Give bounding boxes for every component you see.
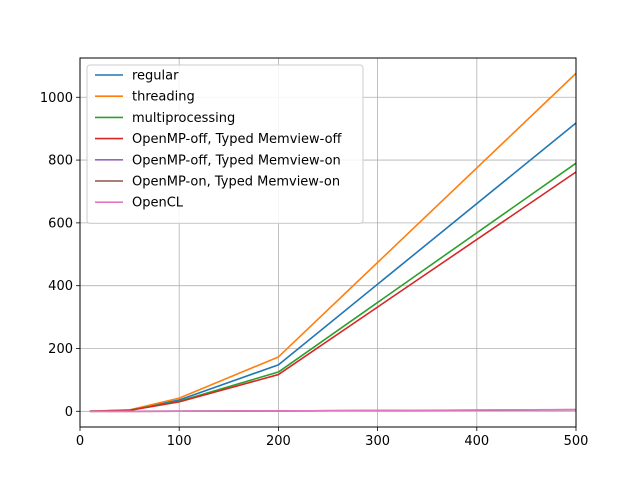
y-tick-label: 0 bbox=[65, 405, 73, 420]
series-lines bbox=[89, 72, 577, 413]
y-tick-label: 400 bbox=[48, 279, 73, 294]
legend-label: OpenCL bbox=[132, 196, 184, 211]
series-line-opencl bbox=[89, 408, 577, 413]
legend-label: OpenMP-off, Typed Memview-off bbox=[132, 132, 343, 147]
legend-label: threading bbox=[132, 90, 195, 105]
x-tick-label: 500 bbox=[564, 434, 589, 449]
legend-box bbox=[86, 64, 364, 224]
y-tick-label: 1000 bbox=[40, 91, 73, 106]
plot-frame bbox=[79, 57, 577, 428]
legend-label: OpenMP-on, Typed Memview-on bbox=[132, 175, 340, 190]
legend-label: regular bbox=[132, 69, 179, 84]
legend: regular threading multiprocessing OpenMP-of… bbox=[86, 64, 364, 224]
x-tick-label: 400 bbox=[464, 434, 489, 449]
x-tick-label: 100 bbox=[167, 434, 192, 449]
legend-label: OpenMP-off, Typed Memview-on bbox=[132, 153, 341, 168]
x-tick-label: 200 bbox=[266, 434, 291, 449]
x-tick-label: 300 bbox=[365, 434, 390, 449]
x-tick-label: 0 bbox=[76, 434, 84, 449]
y-tick-label: 600 bbox=[48, 216, 73, 231]
y-tick-label: 200 bbox=[48, 342, 73, 357]
legend-label: multiprocessing bbox=[132, 111, 235, 126]
y-tick-label: 800 bbox=[48, 154, 73, 169]
axes: 0 100 200 300 400 500 0 200 400 600 800 1000 bbox=[40, 91, 589, 449]
